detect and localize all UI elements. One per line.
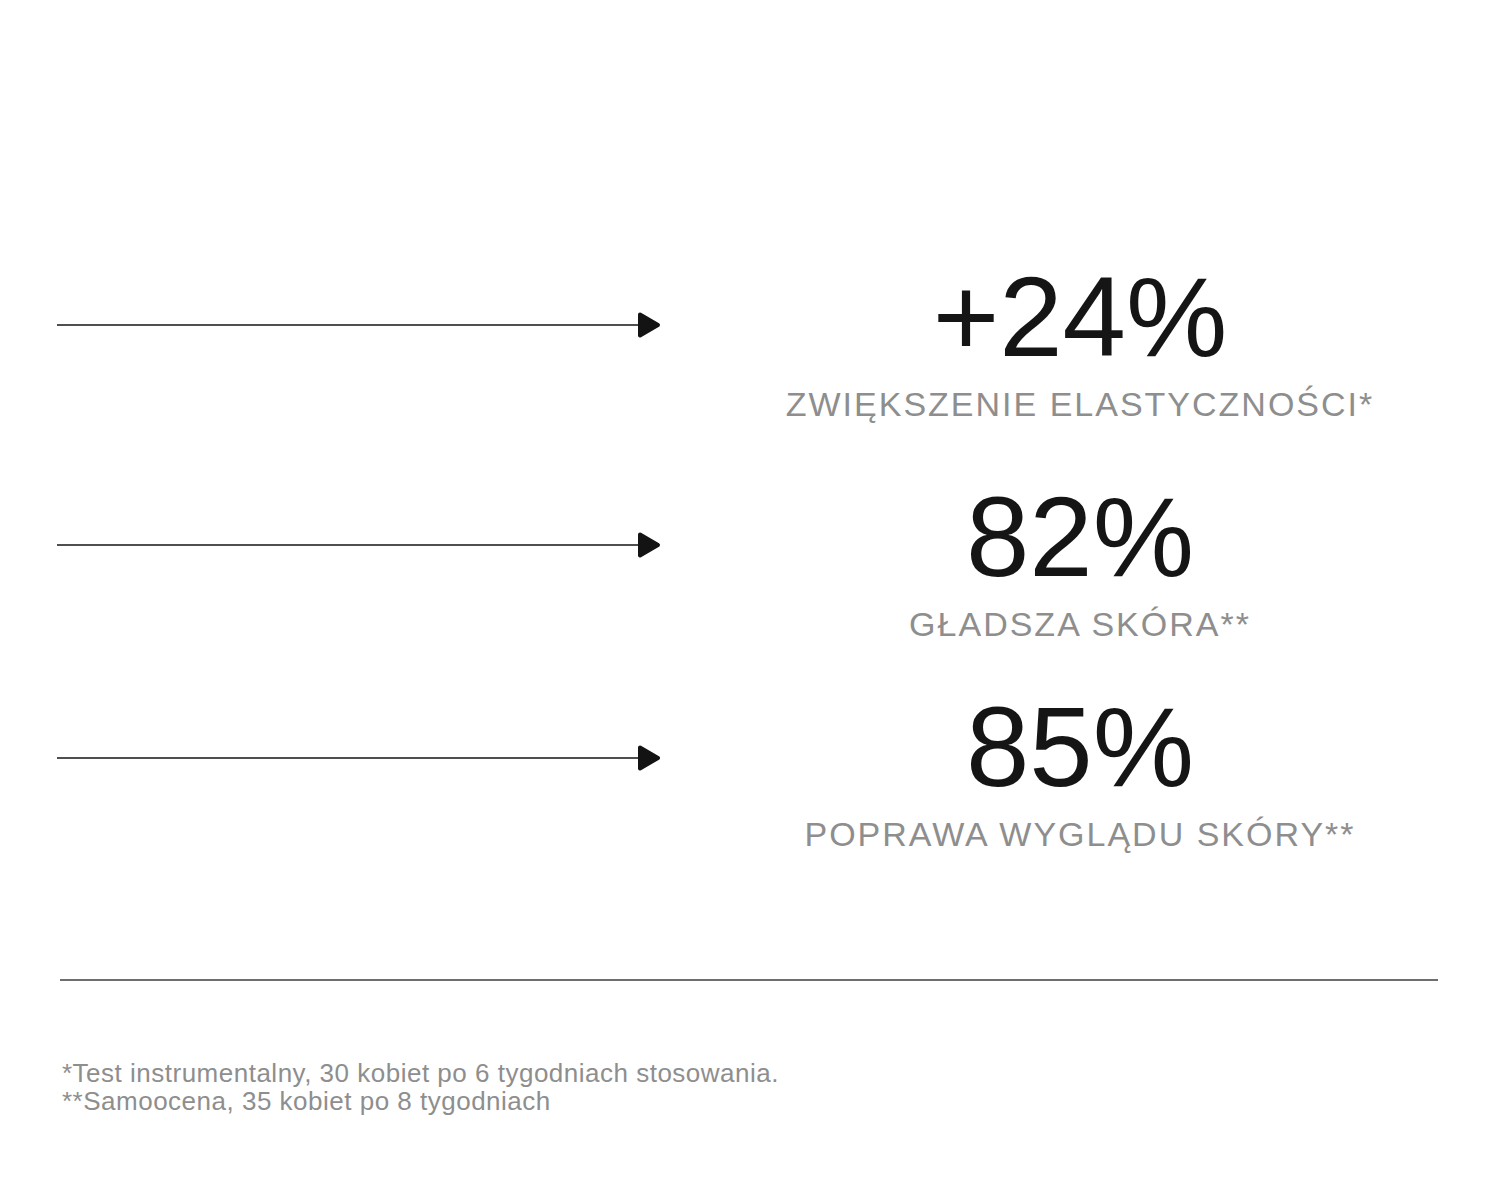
infographic-canvas: +24% ZWIĘKSZENIE ELASTYCZNOŚCI* 82% GŁAD…	[0, 0, 1500, 1201]
divider-line	[60, 979, 1438, 981]
arrow-right-icon	[57, 311, 661, 339]
arrow-head-icon	[637, 311, 661, 339]
stat-block-smoother-skin: 82% GŁADSZA SKÓRA**	[760, 480, 1400, 643]
arrow-head-icon	[637, 744, 661, 772]
stat-value: 85%	[760, 690, 1400, 804]
stat-label: GŁADSZA SKÓRA**	[760, 606, 1400, 643]
arrow-right-icon	[57, 531, 661, 559]
arrow-shaft	[57, 757, 639, 759]
stat-label: ZWIĘKSZENIE ELASTYCZNOŚCI*	[760, 386, 1400, 423]
arrow-head-icon	[637, 531, 661, 559]
footnote-line-1: *Test instrumentalny, 30 kobiet po 6 tyg…	[62, 1059, 779, 1087]
arrow-shaft	[57, 324, 639, 326]
stat-label: POPRAWA WYGLĄDU SKÓRY**	[760, 816, 1400, 853]
stat-value: +24%	[760, 260, 1400, 374]
arrow-shaft	[57, 544, 639, 546]
stat-block-elasticity: +24% ZWIĘKSZENIE ELASTYCZNOŚCI*	[760, 260, 1400, 423]
arrow-right-icon	[57, 744, 661, 772]
stat-block-skin-appearance: 85% POPRAWA WYGLĄDU SKÓRY**	[760, 690, 1400, 853]
footnotes: *Test instrumentalny, 30 kobiet po 6 tyg…	[62, 1059, 779, 1115]
footnote-line-2: **Samoocena, 35 kobiet po 8 tygodniach	[62, 1087, 779, 1115]
stat-value: 82%	[760, 480, 1400, 594]
